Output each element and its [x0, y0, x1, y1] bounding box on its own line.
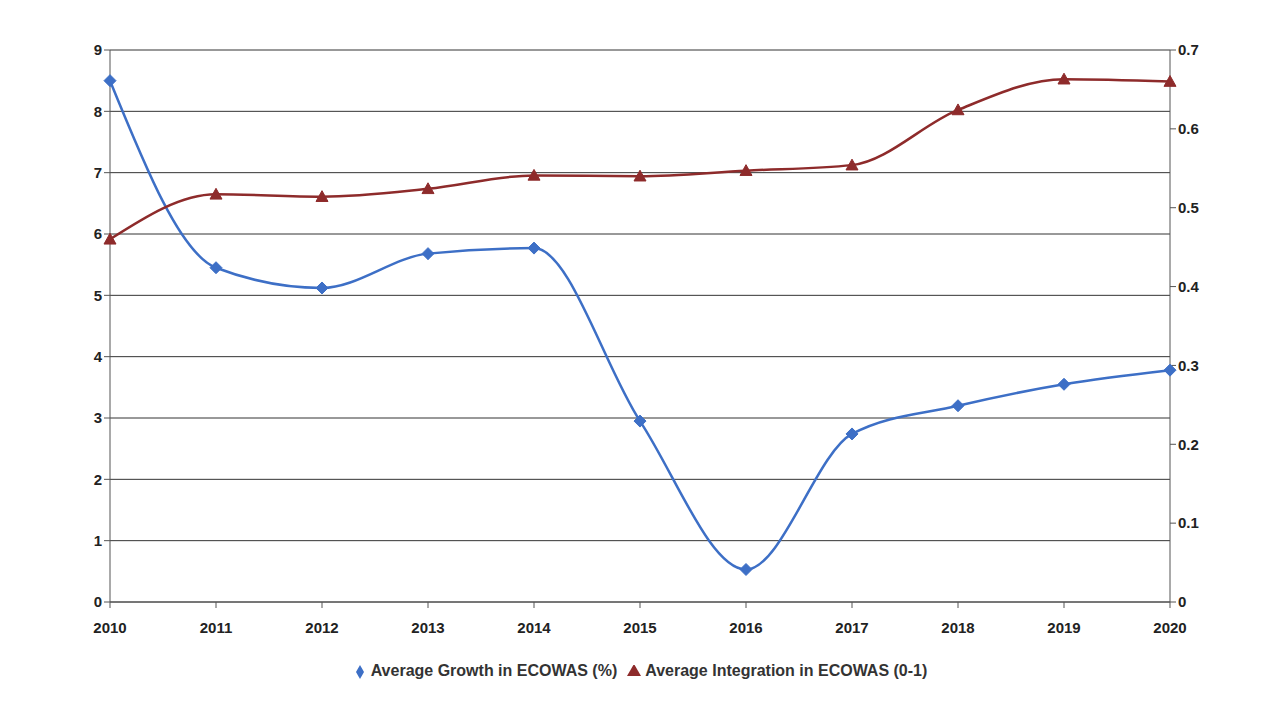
svg-text:0: 0	[94, 593, 102, 610]
svg-text:2019: 2019	[1047, 619, 1080, 636]
svg-text:0: 0	[1178, 593, 1186, 610]
svg-text:0.2: 0.2	[1178, 436, 1199, 453]
svg-text:7: 7	[94, 164, 102, 181]
svg-text:2018: 2018	[941, 619, 974, 636]
svg-text:2014: 2014	[517, 619, 551, 636]
svg-text:9: 9	[94, 41, 102, 58]
svg-text:0.3: 0.3	[1178, 357, 1199, 374]
svg-text:4: 4	[94, 348, 103, 365]
html-text:Average Growth in ECOWAS (%): Average Growth in ECOWAS (%)	[370, 662, 618, 679]
svg-text:5: 5	[94, 287, 102, 304]
svg-text:1: 1	[94, 532, 102, 549]
svg-text:2015: 2015	[623, 619, 656, 636]
svg-text:2020: 2020	[1153, 619, 1186, 636]
svg-text:3: 3	[94, 409, 102, 426]
svg-text:2017: 2017	[835, 619, 868, 636]
svg-text:0.6: 0.6	[1178, 120, 1199, 137]
svg-text:0.1: 0.1	[1178, 514, 1199, 531]
svg-text:2010: 2010	[93, 619, 126, 636]
svg-text:6: 6	[94, 225, 102, 242]
svg-text:0.5: 0.5	[1178, 199, 1199, 216]
svg-text:2016: 2016	[729, 619, 762, 636]
svg-text:2: 2	[94, 471, 102, 488]
svg-text:0.4: 0.4	[1178, 278, 1200, 295]
svg-text:2011: 2011	[200, 619, 233, 636]
svg-text:8: 8	[94, 103, 102, 120]
svg-text:2012: 2012	[305, 619, 338, 636]
svg-text:2013: 2013	[411, 619, 444, 636]
html-text:Average Integration in ECOWAS: Average Integration in ECOWAS (0-1)	[645, 662, 928, 679]
svg-text:0.7: 0.7	[1178, 41, 1199, 58]
